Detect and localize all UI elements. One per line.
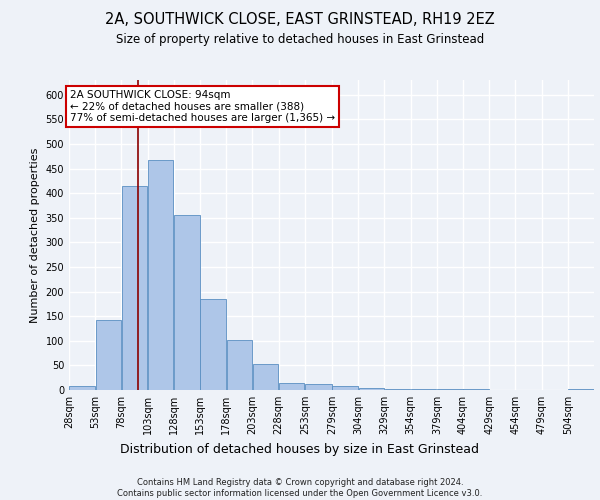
Bar [95, 320, 121, 390]
Bar [148, 160, 173, 390]
Text: Contains HM Land Registry data © Crown copyright and database right 2024.
Contai: Contains HM Land Registry data © Crown c… [118, 478, 482, 498]
Bar [253, 364, 278, 390]
Bar [463, 389, 489, 390]
Bar [385, 388, 410, 390]
Bar [70, 386, 95, 390]
Y-axis label: Number of detached properties: Number of detached properties [30, 148, 40, 322]
Bar [200, 299, 226, 390]
Bar [279, 382, 304, 390]
Text: 2A, SOUTHWICK CLOSE, EAST GRINSTEAD, RH19 2EZ: 2A, SOUTHWICK CLOSE, EAST GRINSTEAD, RH1… [105, 12, 495, 28]
Text: Distribution of detached houses by size in East Grinstead: Distribution of detached houses by size … [121, 442, 479, 456]
Bar [437, 388, 463, 390]
Bar [332, 386, 358, 390]
Bar [411, 389, 436, 390]
Text: Size of property relative to detached houses in East Grinstead: Size of property relative to detached ho… [116, 32, 484, 46]
Bar [122, 186, 147, 390]
Text: 2A SOUTHWICK CLOSE: 94sqm
← 22% of detached houses are smaller (388)
77% of semi: 2A SOUTHWICK CLOSE: 94sqm ← 22% of detac… [70, 90, 335, 123]
Bar [174, 216, 200, 390]
Bar [227, 340, 252, 390]
Bar [305, 384, 332, 390]
Bar [359, 388, 384, 390]
Bar [568, 388, 593, 390]
